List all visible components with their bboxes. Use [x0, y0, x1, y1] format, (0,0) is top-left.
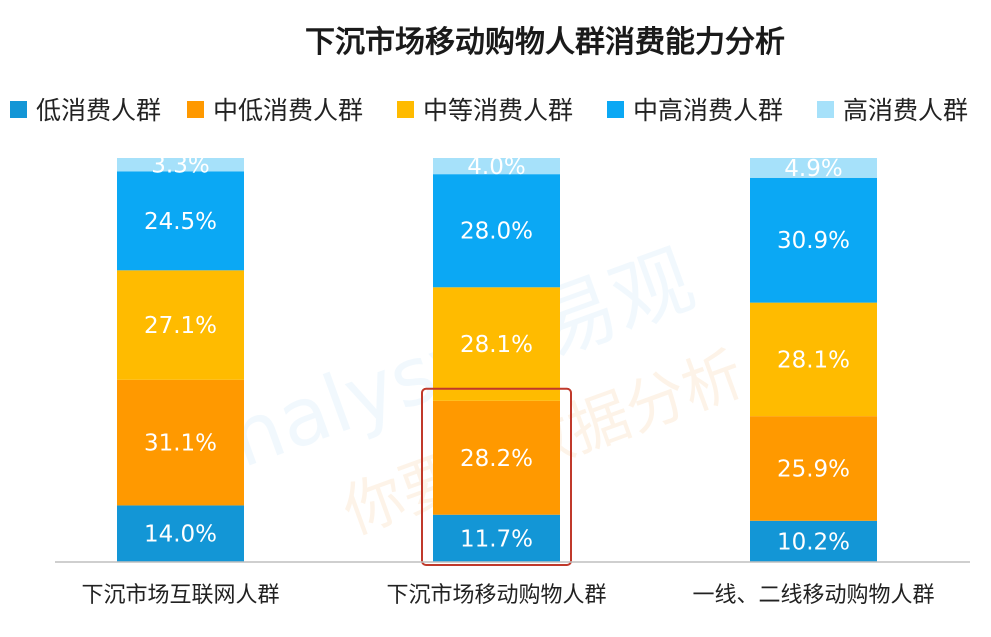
bar-segment-1-2 — [433, 287, 560, 401]
data-label-2-1: 25.9% — [777, 456, 850, 482]
data-label-0-4: 3.3% — [151, 153, 209, 179]
highlight-box — [421, 387, 572, 566]
bar-segment-0-0 — [117, 505, 244, 562]
bar-segment-0-2 — [117, 270, 244, 380]
bar-segment-1-1 — [433, 400, 560, 515]
data-label-2-2: 28.1% — [777, 347, 850, 373]
legend-label-3: 中高消费人群 — [633, 96, 783, 125]
bar-segment-1-4 — [433, 158, 560, 175]
category-label-0: 下沉市场互联网人群 — [81, 583, 279, 608]
data-label-0-1: 31.1% — [144, 431, 217, 457]
bars: 14.0% 31.1% 27.1% 24.5% 3.3% 11.7% 28.2% 28.1% 2… — [117, 153, 877, 566]
bar-segment-2-4 — [750, 158, 877, 178]
legend-label-2: 中等消费人群 — [423, 96, 573, 125]
legend-swatch-4 — [817, 101, 834, 118]
legend-label-1: 中低消费人群 — [213, 96, 363, 125]
data-label-2-3: 30.9% — [777, 228, 850, 254]
data-label-1-1: 28.2% — [460, 446, 533, 472]
bar-segment-0-1 — [117, 379, 244, 506]
bar-segment-2-2 — [750, 302, 877, 417]
chart-title: 下沉市场移动购物人群消费能力分析 — [305, 25, 785, 60]
category-label-2: 一线、二线移动购物人群 — [692, 583, 934, 608]
bar-segment-2-3 — [750, 177, 877, 303]
data-label-0-0: 14.0% — [144, 522, 217, 548]
bar-segment-2-0 — [750, 520, 877, 562]
data-label-2-4: 4.9% — [784, 156, 842, 182]
data-label-1-3: 28.0% — [460, 219, 533, 245]
legend-swatch-3 — [607, 101, 624, 118]
data-label-0-3: 24.5% — [144, 209, 217, 235]
legend-swatch-2 — [397, 101, 414, 118]
legend-label-0: 低消费人群 — [36, 96, 161, 125]
data-label-2-0: 10.2% — [777, 529, 850, 555]
bar-segment-2-1 — [750, 416, 877, 521]
legend-label-4: 高消费人群 — [843, 96, 968, 125]
bar-segment-1-3 — [433, 174, 560, 288]
legend-swatch-0 — [10, 101, 27, 118]
data-label-1-2: 28.1% — [460, 332, 533, 358]
legend-swatch-1 — [187, 101, 204, 118]
x-axis-labels: 下沉市场互联网人群 下沉市场移动购物人群 一线、二线移动购物人群 — [81, 583, 934, 608]
bar-segment-0-3 — [117, 171, 244, 271]
legend: 低消费人群 中低消费人群 中等消费人群 中高消费人群 高消费人群 — [10, 96, 968, 125]
bar-segment-1-0 — [433, 514, 560, 562]
data-label-1-0: 11.7% — [460, 526, 533, 552]
data-label-0-2: 27.1% — [144, 313, 217, 339]
category-label-1: 下沉市场移动购物人群 — [386, 583, 606, 608]
bar-segment-0-4 — [117, 158, 244, 172]
data-label-1-4: 4.0% — [467, 154, 525, 180]
